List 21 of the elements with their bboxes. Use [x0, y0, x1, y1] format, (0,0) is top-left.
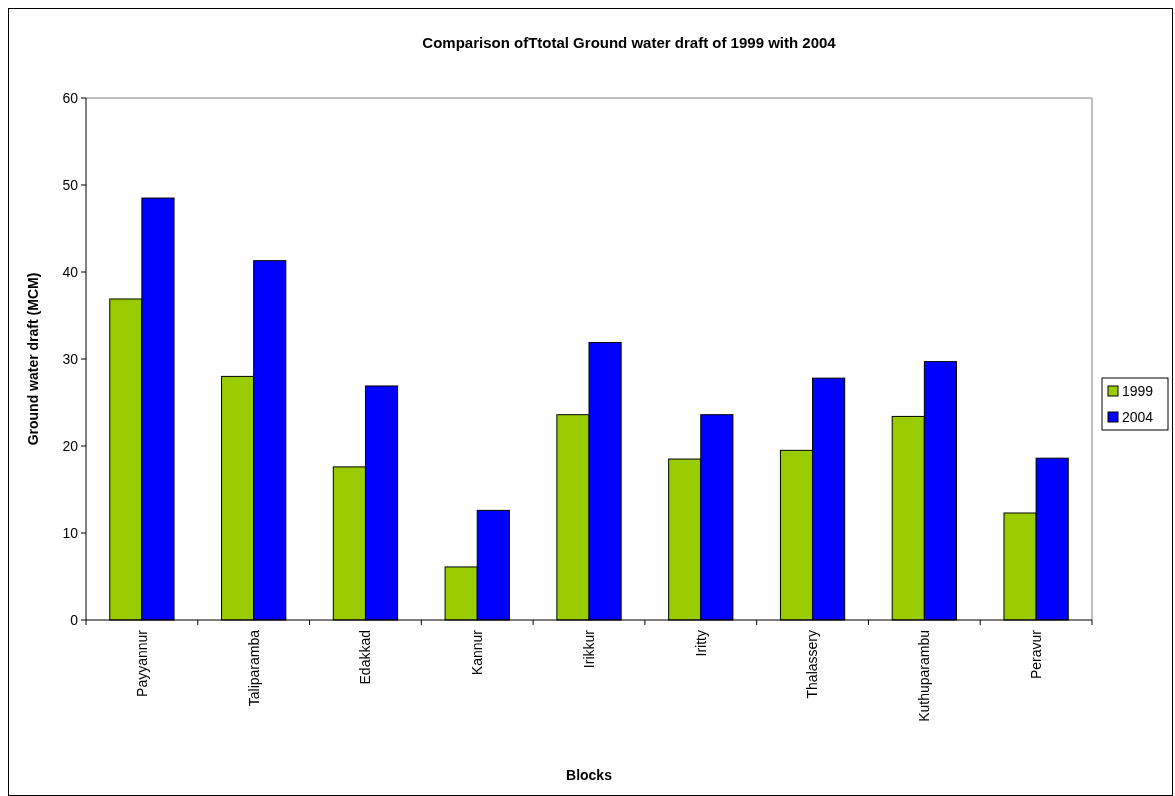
y-tick-label: 50: [62, 176, 79, 193]
y-tick-label: 60: [62, 89, 79, 106]
y-tick-label: 20: [62, 437, 79, 454]
x-tick-label: Payyannur: [133, 629, 150, 697]
legend-label: 2004: [1122, 408, 1154, 425]
x-tick-label: Irikkur: [580, 629, 597, 669]
y-tick-label: 40: [62, 263, 79, 280]
x-tick-label: Thalassery: [804, 630, 821, 699]
x-tick-label: Peravur: [1028, 629, 1045, 680]
y-axis-title: Ground water draft (MCM): [25, 272, 41, 446]
y-tick-label: 0: [70, 611, 79, 628]
x-tick-label: Edakkad: [357, 630, 374, 685]
x-axis-title: Blocks: [566, 767, 613, 783]
y-tick-label: 10: [62, 524, 79, 541]
x-tick-label: Kannur: [469, 629, 486, 676]
chart-title: Comparison ofTtotal Ground water draft of 1999 with 2004: [422, 34, 837, 51]
y-tick-label: 30: [62, 350, 79, 367]
x-tick-label: Iritty: [692, 630, 709, 657]
x-tick-label: Taliparamba: [245, 629, 262, 707]
legend-label: 1999: [1122, 382, 1154, 399]
x-tick-label: Kuthuparambu: [916, 630, 933, 722]
